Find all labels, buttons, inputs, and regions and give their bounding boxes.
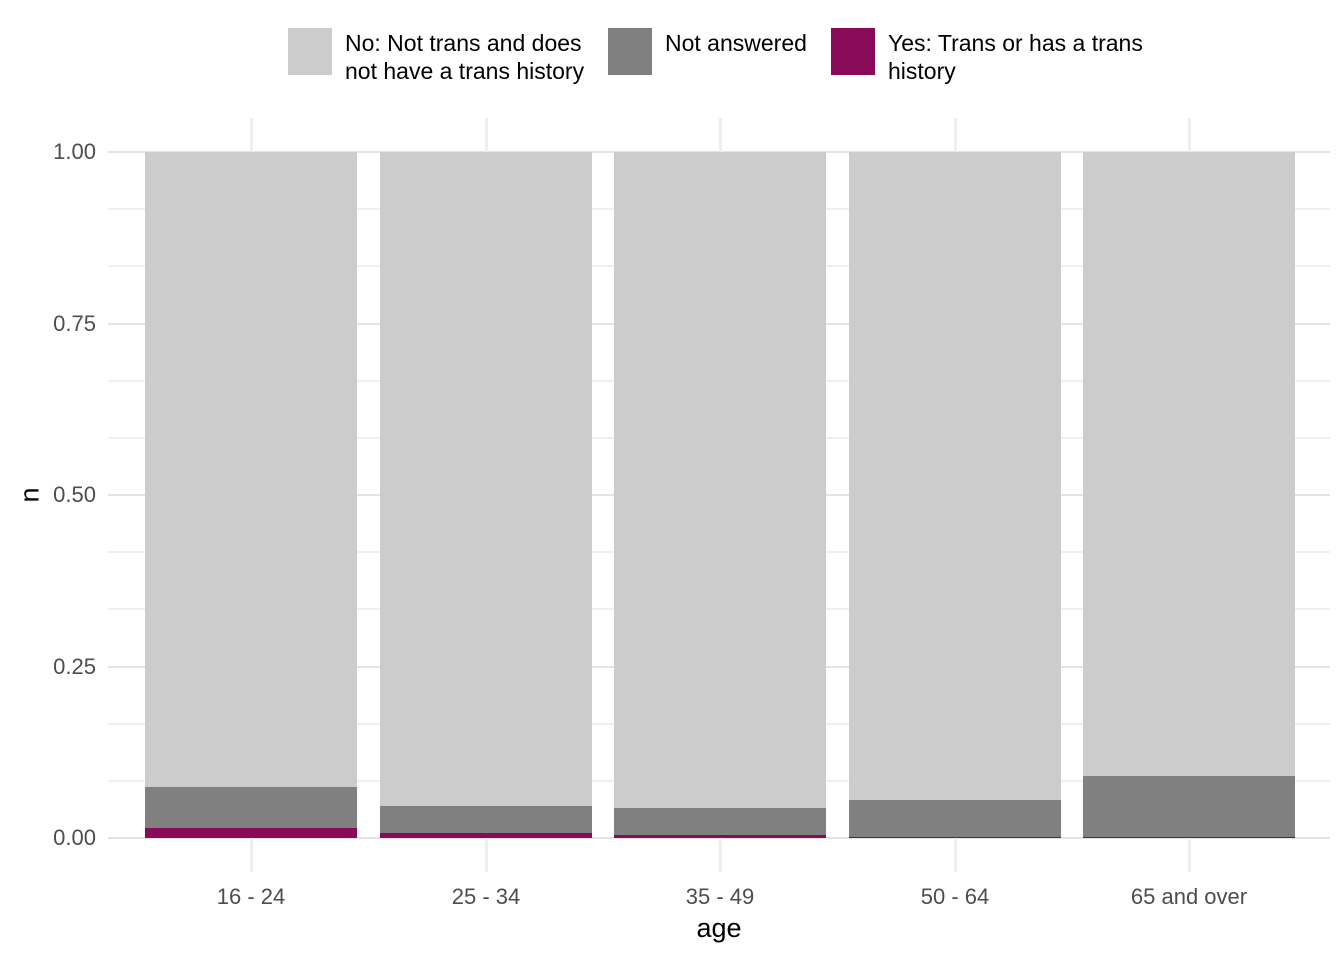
bar-25-34 xyxy=(380,152,592,838)
bar-segment xyxy=(380,152,592,806)
bar-segment xyxy=(1083,775,1295,838)
x-tick-label: 65 and over xyxy=(1130,884,1248,909)
x-axis-title: age xyxy=(696,913,742,943)
bar-segment xyxy=(1083,152,1295,776)
bar-segment xyxy=(1083,837,1295,838)
bar-65andover xyxy=(1083,152,1295,838)
bar-segment xyxy=(380,805,592,834)
bar-segment xyxy=(145,152,357,787)
y-tick-label: 0.75 xyxy=(53,310,96,336)
bar-segment xyxy=(614,807,826,836)
y-axis-title: n xyxy=(14,487,45,503)
legend-swatch-no xyxy=(288,28,332,75)
legend-label: Yes: Trans or has a trans history xyxy=(888,30,1143,84)
legend-label: Not answered xyxy=(665,30,807,56)
x-tick-label: 25 - 34 xyxy=(451,884,521,909)
bar-segment xyxy=(145,827,357,838)
bar-segment xyxy=(849,799,1061,837)
y-tick-label: 0.50 xyxy=(53,482,96,507)
bar-35-49 xyxy=(614,152,826,838)
bar-segment xyxy=(145,786,357,828)
bar-segment xyxy=(849,836,1061,838)
x-tick-label: 50 - 64 xyxy=(920,884,990,909)
x-tick-label: 16 - 24 xyxy=(216,884,286,909)
plot-panel xyxy=(108,118,1330,872)
legend-swatch-not-answered xyxy=(608,28,652,75)
legend-item: Yes: Trans or has a trans history xyxy=(831,28,1143,85)
bar-segment xyxy=(849,152,1061,800)
bar-segment xyxy=(614,152,826,808)
legend-swatch-yes xyxy=(831,28,875,75)
x-tick-label: 35 - 49 xyxy=(685,884,755,909)
y-tick-label: 0.25 xyxy=(53,653,96,679)
bar-segment xyxy=(614,835,826,838)
legend-item: No: Not trans and does not have a trans … xyxy=(288,28,584,85)
bar-50-64 xyxy=(849,152,1061,838)
legend-label: No: Not trans and does not have a trans … xyxy=(345,30,585,84)
legend-item: Not answered xyxy=(608,28,807,75)
y-tick-label: 1.00 xyxy=(53,139,96,164)
bar-segment xyxy=(380,833,592,838)
y-tick-label: 0.00 xyxy=(53,825,96,850)
bar-16-24 xyxy=(145,152,357,838)
